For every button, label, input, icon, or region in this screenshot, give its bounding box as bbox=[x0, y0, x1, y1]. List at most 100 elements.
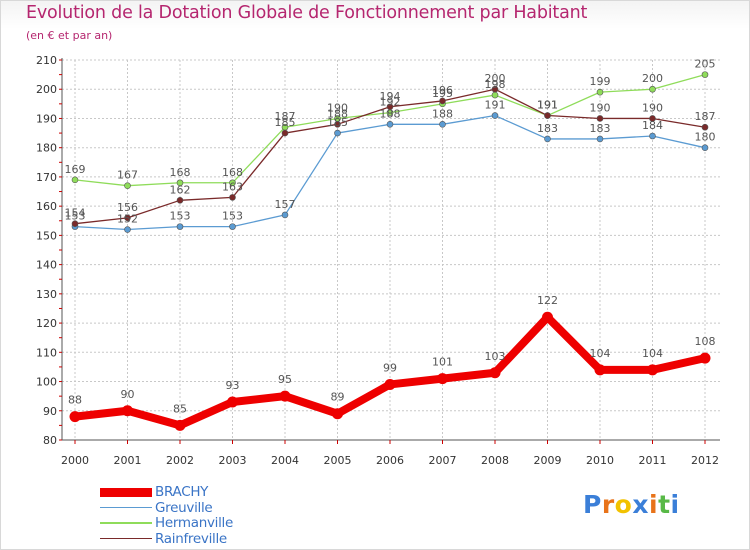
point-greuville bbox=[176, 223, 184, 230]
data-label-greuville: 152 bbox=[117, 213, 138, 226]
x-tick-label: 2004 bbox=[271, 454, 299, 467]
point-greuville bbox=[281, 211, 289, 219]
legend-swatch-brachy bbox=[100, 487, 152, 497]
data-label-rainfreville: 188 bbox=[327, 107, 348, 120]
point-hermanville bbox=[491, 91, 499, 99]
point-rainfreville bbox=[71, 220, 79, 227]
data-label-hermanville: 200 bbox=[642, 72, 663, 85]
y-tick-label: 150 bbox=[36, 229, 57, 242]
data-label-brachy: 88 bbox=[68, 394, 82, 407]
data-label-brachy: 89 bbox=[331, 391, 345, 404]
y-tick-label: 200 bbox=[36, 83, 57, 96]
point-brachy bbox=[542, 311, 553, 323]
data-label-greuville: 153 bbox=[65, 210, 86, 223]
point-greuville bbox=[544, 135, 551, 143]
data-label-rainfreville: 156 bbox=[117, 201, 138, 214]
data-label-hermanville: 190 bbox=[327, 101, 348, 114]
data-label-rainfreville: 162 bbox=[170, 183, 191, 196]
data-label-greuville: 183 bbox=[537, 122, 558, 135]
logo-letter: x bbox=[632, 490, 649, 519]
data-label-greuville: 184 bbox=[642, 119, 663, 132]
point-brachy bbox=[174, 419, 186, 431]
y-tick-label: 170 bbox=[36, 171, 57, 184]
legend-swatch-hermanville bbox=[100, 522, 152, 524]
y-tick-label: 140 bbox=[36, 259, 57, 272]
data-label-brachy: 104 bbox=[590, 347, 611, 360]
legend-label-brachy: BRACHY bbox=[155, 484, 209, 500]
y-tick-label: 120 bbox=[36, 317, 57, 330]
data-label-hermanville: 167 bbox=[117, 169, 138, 182]
point-brachy bbox=[647, 364, 658, 376]
data-label-brachy: 103 bbox=[485, 350, 506, 363]
point-greuville bbox=[596, 135, 604, 143]
point-greuville bbox=[386, 121, 394, 128]
point-rainfreville bbox=[701, 123, 709, 131]
data-label-greuville: 157 bbox=[275, 198, 296, 211]
point-greuville bbox=[649, 132, 656, 140]
point-greuville bbox=[701, 144, 709, 151]
point-greuville bbox=[334, 129, 341, 137]
logo-letter: i bbox=[670, 490, 680, 519]
x-tick-label: 2006 bbox=[376, 454, 404, 467]
y-tick-label: 180 bbox=[36, 142, 57, 155]
point-rainfreville bbox=[124, 214, 131, 222]
point-hermanville bbox=[176, 179, 184, 187]
data-label-rainfreville: 200 bbox=[485, 72, 506, 85]
data-label-brachy: 93 bbox=[226, 379, 240, 392]
data-label-hermanville: 195 bbox=[432, 87, 453, 100]
data-label-rainfreville: 190 bbox=[590, 101, 611, 114]
point-greuville bbox=[491, 112, 499, 119]
point-greuville bbox=[229, 223, 236, 230]
logo-letter: o bbox=[614, 490, 633, 519]
data-label-greuville: 153 bbox=[222, 210, 243, 223]
y-tick-label: 100 bbox=[36, 376, 57, 389]
legend-label-greuville: Greuville bbox=[155, 499, 213, 516]
data-label-greuville: 153 bbox=[170, 210, 191, 223]
legend-label-hermanville: Hermanville bbox=[155, 515, 233, 531]
x-tick-label: 2011 bbox=[639, 454, 667, 467]
y-tick-label: 110 bbox=[36, 346, 57, 359]
data-label-hermanville: 198 bbox=[485, 78, 506, 91]
x-tick-label: 2002 bbox=[166, 454, 194, 467]
x-tick-label: 2001 bbox=[114, 454, 142, 467]
point-rainfreville bbox=[491, 85, 499, 93]
point-rainfreville bbox=[229, 194, 236, 201]
data-label-hermanville: 192 bbox=[380, 96, 401, 109]
point-brachy bbox=[332, 408, 343, 420]
axes: 8090100110120130140150160170180190200210… bbox=[36, 54, 720, 467]
point-hermanville bbox=[649, 85, 656, 93]
data-label-brachy: 104 bbox=[642, 347, 663, 360]
point-brachy bbox=[122, 405, 133, 417]
point-rainfreville bbox=[649, 115, 656, 122]
point-hermanville bbox=[71, 176, 79, 184]
point-hermanville bbox=[229, 179, 236, 187]
point-hermanville bbox=[701, 71, 709, 78]
point-rainfreville bbox=[176, 197, 184, 204]
data-label-hermanville: 191 bbox=[537, 99, 558, 112]
point-greuville bbox=[124, 226, 131, 233]
x-tick-label: 2010 bbox=[586, 454, 614, 467]
data-label-rainfreville: 185 bbox=[275, 116, 296, 129]
proxiti-logo: Proxiti bbox=[583, 490, 680, 519]
legend-swatch-rainfreville bbox=[100, 537, 152, 540]
data-label-rainfreville: 196 bbox=[432, 84, 453, 97]
point-brachy bbox=[69, 411, 81, 423]
data-label-greuville: 185 bbox=[327, 116, 348, 129]
point-greuville bbox=[439, 121, 446, 128]
x-tick-label: 2007 bbox=[429, 454, 457, 467]
logo-letter: r bbox=[601, 490, 615, 519]
data-label-greuville: 191 bbox=[485, 99, 506, 112]
data-label-rainfreville: 194 bbox=[380, 90, 401, 103]
data-label-greuville: 188 bbox=[432, 107, 453, 120]
data-label-hermanville: 187 bbox=[275, 110, 296, 123]
data-label-hermanville: 199 bbox=[590, 75, 611, 88]
y-tick-label: 130 bbox=[36, 288, 57, 301]
x-tick-label: 2009 bbox=[534, 454, 562, 467]
point-brachy bbox=[699, 352, 711, 364]
data-label-brachy: 95 bbox=[278, 373, 292, 386]
chart-subtitle: (en € et par an) bbox=[26, 29, 113, 42]
logo-letter: t bbox=[658, 490, 671, 519]
data-label-rainfreville: 190 bbox=[642, 101, 663, 114]
logo-letter: P bbox=[583, 490, 602, 519]
